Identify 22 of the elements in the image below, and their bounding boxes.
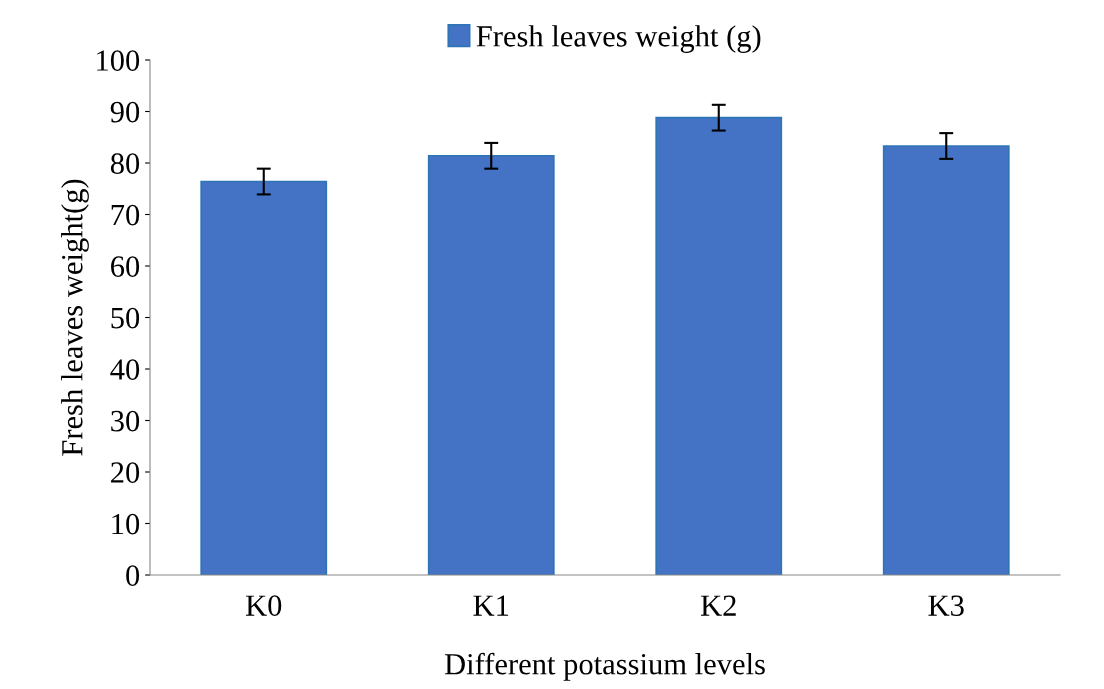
legend-label: Fresh leaves weight (g)	[476, 25, 761, 53]
y-tick-label: 100	[97, 50, 140, 71]
bar	[655, 116, 783, 575]
y-tick-label: 20	[111, 462, 140, 483]
x-axis-title: Different potassium levels	[444, 652, 765, 681]
bar	[427, 154, 555, 575]
x-tick-label: K3	[928, 595, 964, 616]
y-tick-label: 30	[111, 410, 140, 432]
y-tick-label: 60	[111, 256, 140, 277]
y-tick-label: 0	[126, 565, 140, 586]
y-axis-title: Fresh leaves weight(g)	[61, 179, 89, 456]
bar	[882, 145, 1010, 575]
x-tick-label: K0	[245, 595, 282, 616]
y-tick-label: 70	[111, 204, 140, 226]
y-tick-label: 10	[112, 513, 140, 535]
y-tick-label: 40	[110, 359, 140, 380]
bar	[200, 180, 328, 575]
x-tick-label: K2	[700, 595, 736, 616]
y-tick-label: 90	[110, 101, 140, 123]
y-tick-label: 50	[111, 307, 140, 329]
y-tick-label: 80	[110, 153, 140, 174]
x-tick-label: K1	[473, 595, 509, 616]
